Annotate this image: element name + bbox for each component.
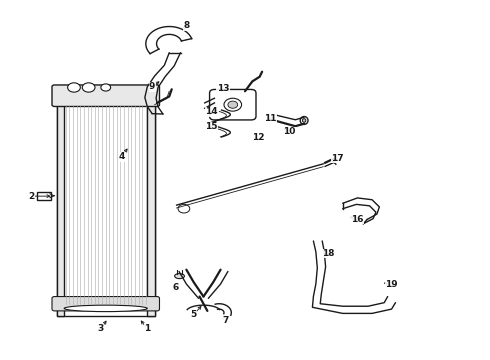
Text: 1: 1 <box>144 324 150 333</box>
Circle shape <box>101 84 111 91</box>
Ellipse shape <box>300 117 308 125</box>
Text: 17: 17 <box>332 154 344 163</box>
Bar <box>37 192 51 200</box>
Text: 12: 12 <box>252 133 265 142</box>
Text: 9: 9 <box>149 82 155 91</box>
Text: 10: 10 <box>283 127 295 136</box>
Circle shape <box>68 83 80 92</box>
FancyBboxPatch shape <box>210 89 256 120</box>
Text: 6: 6 <box>172 283 179 292</box>
Text: 19: 19 <box>385 280 398 289</box>
Text: 11: 11 <box>264 114 277 123</box>
Ellipse shape <box>174 274 184 279</box>
Text: 3: 3 <box>98 324 104 333</box>
Bar <box>57 90 155 316</box>
Text: 14: 14 <box>205 107 218 116</box>
Ellipse shape <box>302 119 306 122</box>
Text: 2: 2 <box>28 192 35 201</box>
Text: 5: 5 <box>191 310 197 319</box>
FancyBboxPatch shape <box>52 297 159 311</box>
Text: 16: 16 <box>351 215 364 224</box>
FancyBboxPatch shape <box>52 85 159 107</box>
Bar <box>147 90 155 316</box>
Circle shape <box>228 101 238 108</box>
Bar <box>57 90 64 316</box>
Text: 8: 8 <box>183 21 190 30</box>
Text: 4: 4 <box>119 152 125 161</box>
Ellipse shape <box>64 305 147 312</box>
Text: 18: 18 <box>322 249 334 258</box>
Circle shape <box>224 98 242 111</box>
Circle shape <box>82 83 95 92</box>
Circle shape <box>178 204 190 213</box>
Text: 7: 7 <box>222 316 229 325</box>
Text: 15: 15 <box>205 122 218 131</box>
Text: 13: 13 <box>217 84 229 93</box>
